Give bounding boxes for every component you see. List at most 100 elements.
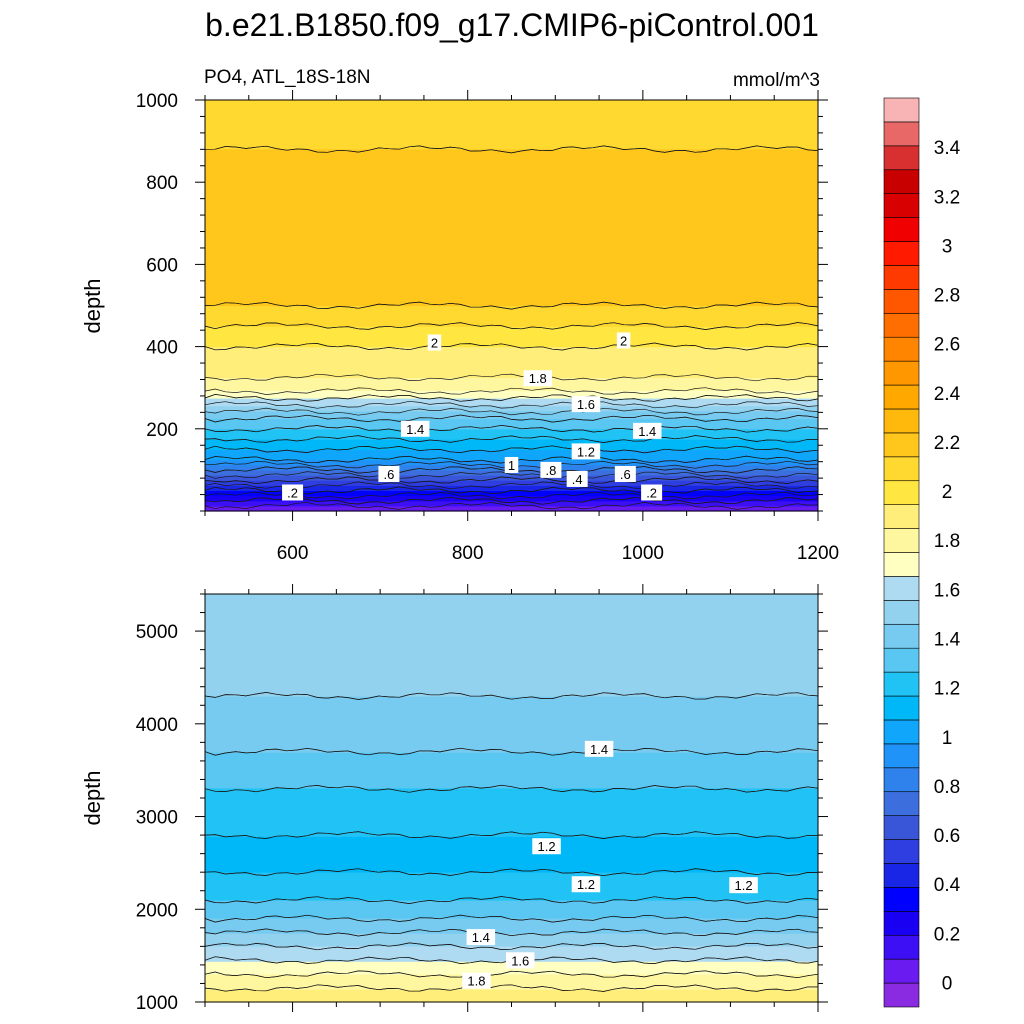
- upper-contour-line: [204, 301, 819, 310]
- lower-fill-band: [205, 657, 818, 661]
- lower-fill-band: [205, 849, 818, 853]
- upper-fill-band: [205, 290, 818, 294]
- upper-fill-band: [205, 105, 818, 109]
- lower-fill-band: [205, 894, 818, 899]
- lower-fill-band: [205, 754, 818, 758]
- upper-fill-band: [205, 508, 818, 512]
- upper-fill-band: [205, 390, 818, 394]
- lower-fill-band: [205, 925, 818, 929]
- lower-fill-band: [205, 767, 818, 771]
- lower-fill-band: [205, 798, 818, 802]
- upper-fill-band: [205, 171, 818, 176]
- upper-fill-band: [205, 336, 818, 340]
- lower-fill-band: [205, 979, 818, 983]
- colorbar-swatch: [883, 480, 920, 505]
- lower-contour-label-bg: [466, 929, 496, 946]
- upper-contour-line: [204, 322, 819, 330]
- upper-fill-band: [205, 153, 818, 158]
- upper-contour-line: [204, 400, 819, 409]
- upper-contour-label: .8: [545, 463, 556, 478]
- lower-fill-band: [205, 905, 818, 909]
- upper-fill-band: [205, 254, 818, 258]
- upper-contour-line: [204, 502, 819, 510]
- upper-fill-band: [205, 300, 818, 304]
- colorbar-swatch: [883, 528, 920, 553]
- lower-fill-band: [205, 629, 818, 633]
- lower-fill-band: [205, 846, 818, 850]
- upper-contour-line: [204, 407, 819, 416]
- colorbar-swatch: [883, 289, 920, 314]
- lower-fill-band: [205, 869, 818, 873]
- lower-fill-band: [205, 861, 818, 865]
- lower-fill-band: [205, 693, 818, 697]
- upper-contour-line: [204, 394, 819, 402]
- upper-fill-band: [205, 277, 818, 281]
- upper-fill-band: [205, 444, 818, 448]
- lower-fill-band: [205, 726, 818, 730]
- colorbar-tick-label: 3.4: [934, 138, 961, 159]
- lower-fill-band: [205, 813, 818, 817]
- lower-fill-band: [205, 739, 818, 743]
- lower-fill-band: [205, 910, 818, 914]
- upper-y-tick-label: 400: [146, 338, 178, 359]
- lower-contour-label-bg: [729, 877, 758, 894]
- colorbar-swatch: [883, 360, 920, 386]
- upper-fill-band: [205, 195, 818, 199]
- upper-fill-band: [205, 179, 818, 183]
- colorbar-swatch: [883, 934, 920, 960]
- lower-fill-band: [205, 787, 818, 791]
- upper-contour-label-bg: [571, 443, 601, 460]
- upper-fill-band: [205, 385, 818, 389]
- colorbar-swatch: [883, 791, 920, 816]
- upper-fill-band: [205, 446, 818, 450]
- colorbar-swatch: [883, 217, 920, 242]
- upper-fill-band: [205, 205, 818, 209]
- lower-fill-band: [205, 642, 818, 646]
- upper-fill-band: [205, 323, 818, 327]
- upper-fill-band: [205, 477, 818, 481]
- lower-fill-band: [205, 731, 818, 735]
- upper-fill-band: [205, 102, 818, 106]
- lower-fill-band: [205, 981, 818, 985]
- upper-fill-band: [205, 202, 818, 206]
- colorbar-swatch: [883, 408, 920, 434]
- lower-fill-band: [205, 660, 818, 664]
- upper-contour-line: [204, 491, 819, 500]
- lower-fill-band: [205, 943, 818, 947]
- upper-fill-band: [205, 269, 818, 273]
- upper-contour-label: 1.8: [529, 371, 547, 386]
- colorbar-swatch: [883, 504, 920, 529]
- lower-fill-band: [205, 912, 818, 916]
- upper-fill-band: [205, 125, 818, 129]
- upper-fill-band: [205, 213, 818, 217]
- upper-contour-label: 2: [431, 335, 438, 350]
- upper-fill-band: [205, 128, 818, 132]
- lower-fill-band: [205, 749, 818, 753]
- upper-fill-band: [205, 356, 818, 361]
- upper-contour-line: [204, 486, 819, 495]
- upper-fill-band: [205, 161, 818, 165]
- upper-fill-band: [205, 259, 818, 263]
- upper-fill-band: [205, 318, 818, 322]
- upper-fill-band: [205, 428, 818, 432]
- lower-fill-band: [205, 902, 818, 906]
- upper-fill-band: [205, 189, 818, 194]
- upper-contour-label-bg: [566, 470, 588, 487]
- lower-fill-band: [205, 757, 818, 761]
- lower-y-tick-label: 3000: [136, 808, 178, 829]
- upper-contour-line: [204, 342, 819, 351]
- lower-fill-band: [205, 673, 818, 677]
- lower-fill-band: [205, 915, 818, 919]
- lower-fill-band: [205, 655, 818, 659]
- colorbar-swatch: [883, 671, 920, 697]
- upper-contour-label-bg: [614, 466, 636, 483]
- upper-fill-band: [205, 233, 818, 237]
- lower-fill-band: [205, 991, 818, 995]
- lower-contour-line: [204, 970, 819, 979]
- upper-fill-band: [205, 287, 818, 291]
- upper-fill-band: [205, 187, 818, 191]
- lower-fill-band: [205, 690, 818, 695]
- lower-fill-band: [205, 968, 818, 972]
- upper-fill-band: [205, 279, 818, 283]
- upper-fill-band: [205, 228, 818, 232]
